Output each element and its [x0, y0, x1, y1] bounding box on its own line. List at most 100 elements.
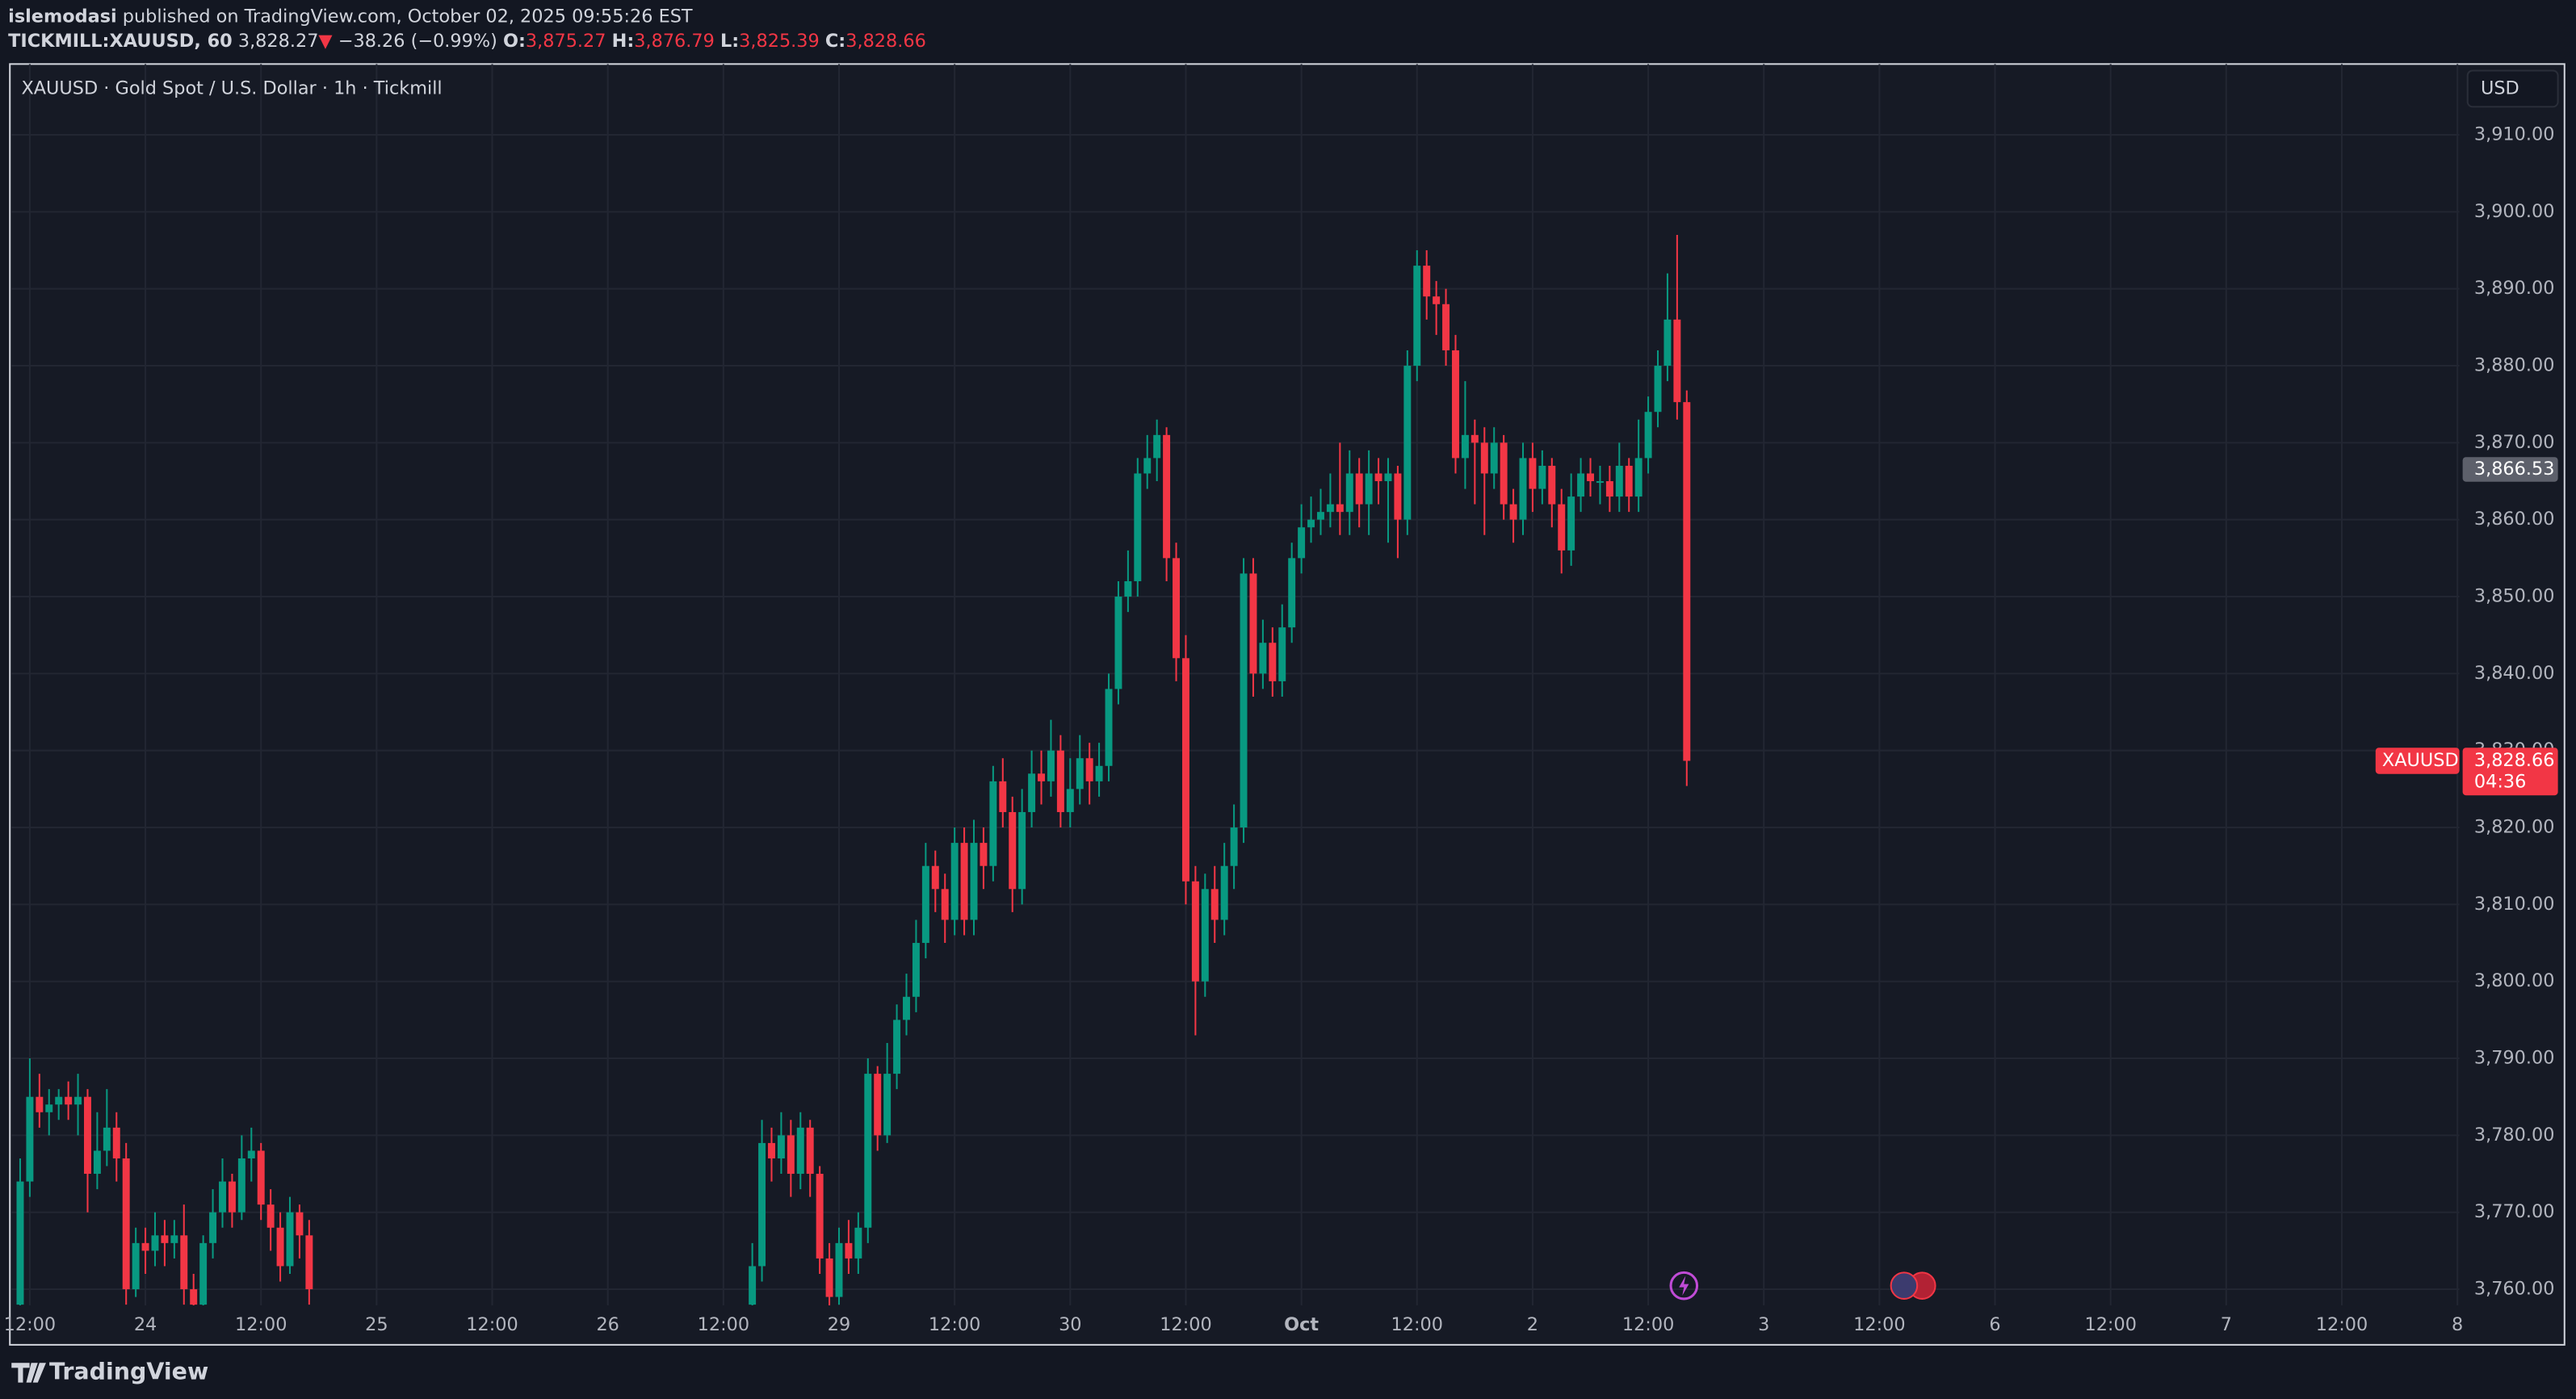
- candle-body: [132, 1242, 140, 1290]
- candle-body: [796, 1127, 804, 1175]
- candle-body: [1413, 266, 1421, 367]
- candle-body: [874, 1074, 882, 1136]
- y-tick-label: 3,900.00: [2474, 201, 2555, 222]
- candle-body: [1663, 319, 1672, 367]
- candle-body: [93, 1150, 101, 1175]
- candle-body: [219, 1181, 226, 1213]
- candle-body: [1345, 473, 1353, 513]
- candle-body: [1490, 442, 1498, 474]
- candle-body: [1316, 512, 1324, 520]
- candle-body: [1558, 504, 1566, 551]
- candle-body: [1307, 519, 1315, 528]
- candle-body: [749, 1266, 757, 1305]
- x-tick-label: 3: [1758, 1314, 1769, 1335]
- candle-body: [1230, 827, 1238, 866]
- x-tick-label: 7: [2221, 1314, 2232, 1335]
- candle-body: [1173, 558, 1181, 659]
- y-tick-label: 3,840.00: [2474, 663, 2555, 684]
- ohlc-line: TICKMILL:XAUUSD, 60 3,828.27▼ −38.26 (−0…: [8, 30, 926, 51]
- candle-body: [950, 843, 959, 920]
- x-tick-label: 29: [828, 1314, 850, 1335]
- candle-body: [122, 1158, 130, 1290]
- candle-body: [1452, 350, 1459, 459]
- candle-body: [1374, 473, 1382, 482]
- y-tick-label: 3,880.00: [2474, 355, 2555, 376]
- x-tick-label: 12:00: [466, 1314, 518, 1335]
- y-tick-label: 3,780.00: [2474, 1125, 2555, 1146]
- candle-body: [1124, 580, 1132, 597]
- x-tick-label: 12:00: [1391, 1314, 1443, 1335]
- close: 3,828.66: [845, 30, 926, 51]
- x-tick-label: 12:00: [698, 1314, 749, 1335]
- candle-body: [1644, 412, 1652, 459]
- candle-body: [161, 1235, 169, 1243]
- event-icon[interactable]: [1669, 1271, 1699, 1301]
- candle-body: [1047, 750, 1055, 781]
- candle-body: [1134, 473, 1142, 581]
- candle-body: [1269, 643, 1277, 681]
- candle-body: [1587, 473, 1594, 482]
- y-tick-label: 3,790.00: [2474, 1048, 2555, 1069]
- candle-body: [1249, 573, 1257, 674]
- candle-body: [1365, 473, 1373, 505]
- x-tick-label: 30: [1059, 1314, 1081, 1335]
- candle-body: [1519, 458, 1527, 520]
- candle-body: [180, 1235, 188, 1290]
- candle-body: [787, 1135, 795, 1175]
- x-tick-label: 12:00: [2316, 1314, 2368, 1335]
- candle-body: [1336, 504, 1344, 513]
- x-tick-label: 24: [134, 1314, 157, 1335]
- candle-body: [1442, 304, 1450, 350]
- x-tick-label: 2: [1527, 1314, 1538, 1335]
- y-tick-label: 3,800.00: [2474, 970, 2555, 991]
- candle-body: [816, 1174, 824, 1259]
- candle-body: [777, 1135, 785, 1158]
- candle-body: [1105, 689, 1113, 766]
- y-tick-label: 3,770.00: [2474, 1201, 2555, 1222]
- candle-body: [1480, 442, 1488, 474]
- candle-body: [1538, 465, 1546, 489]
- last-symbol: XAUUSD: [2382, 750, 2459, 771]
- candle-body: [1095, 765, 1103, 781]
- low-label: L:: [720, 30, 739, 51]
- candle-body: [1423, 266, 1431, 297]
- open: 3,875.27: [526, 30, 606, 51]
- arrow: ▼: [318, 30, 333, 51]
- publish-line: islemodasi published on TradingView.com,…: [8, 6, 693, 27]
- candle-body: [1326, 504, 1334, 513]
- y-tick-label: 3,760.00: [2474, 1279, 2555, 1300]
- flag-icon[interactable]: [1890, 1271, 1919, 1300]
- high: 3,876.79: [634, 30, 715, 51]
- chart-frame: [9, 63, 2566, 1346]
- candle-body: [864, 1074, 872, 1228]
- candle-body: [276, 1227, 284, 1267]
- candle-body: [74, 1096, 82, 1105]
- currency-box[interactable]: [2466, 69, 2559, 108]
- y-tick-label: 3,850.00: [2474, 586, 2555, 607]
- candle-body: [825, 1258, 833, 1297]
- candle-body: [1529, 458, 1537, 489]
- marker-label: 3,866.53: [2474, 459, 2555, 480]
- change: −38.26 (−0.99%): [338, 30, 497, 51]
- x-tick-label: 12:00: [929, 1314, 980, 1335]
- y-tick-label: 3,870.00: [2474, 432, 2555, 453]
- grid: [11, 64, 2460, 1306]
- candle-body: [999, 781, 1007, 812]
- x-tick-label: 25: [365, 1314, 388, 1335]
- marker-box: [2462, 457, 2558, 482]
- candle-body: [1066, 789, 1074, 812]
- candle-body: [296, 1212, 304, 1236]
- candle-body: [228, 1181, 236, 1213]
- last-price-label: 3,828.66: [2474, 750, 2555, 771]
- candle-body: [989, 781, 997, 866]
- candle-body: [1461, 434, 1469, 459]
- candle-body: [1577, 473, 1585, 497]
- published: published on TradingView.com, October 02…: [123, 6, 693, 27]
- last-price-box: [2462, 748, 2558, 796]
- candle-body: [845, 1242, 853, 1259]
- countdown: 04:36: [2474, 771, 2526, 792]
- x-tick-label: 8: [2452, 1314, 2463, 1335]
- candle-body: [112, 1127, 120, 1158]
- currency[interactable]: USD: [2481, 77, 2519, 98]
